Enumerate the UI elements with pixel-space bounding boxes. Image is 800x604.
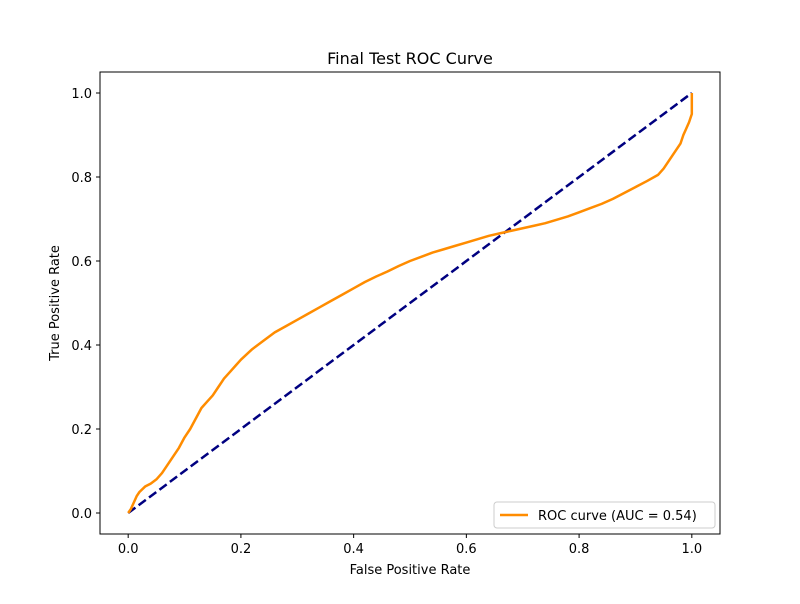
y-axis-label: True Positive Rate [48,245,63,362]
y-tick-label: 0.0 [71,507,92,522]
y-tick-label: 0.4 [71,339,92,354]
x-tick-label: 0.6 [456,542,477,557]
axes-frame [99,71,721,535]
legend-box [493,501,716,529]
y-tick-label: 0.6 [71,255,92,270]
chance-diagonal-line [127,91,693,515]
legend: ROC curve (AUC = 0.54) [493,501,716,529]
roc-curve-line [127,93,694,514]
y-tick-label: 0.2 [71,423,92,438]
x-tick-label: 0.0 [118,542,139,557]
chart-title: Final Test ROC Curve [327,49,493,68]
x-tick-label: 1.0 [681,542,702,557]
x-tick-label: 0.8 [569,542,590,557]
y-tick-label: 0.8 [71,171,92,186]
x-tick-label: 0.2 [231,542,252,557]
plot-area: 0.0 0.2 0.4 0.6 0.8 1.0 0.0 0.2 0.4 0.6 0.8 1.0 [71,71,721,557]
x-axis-label: False Positive Rate [350,563,471,578]
y-tick-label: 1.0 [71,87,92,102]
legend-label-roc: ROC curve (AUC = 0.54) [538,509,697,524]
x-tick-label: 0.4 [343,542,364,557]
